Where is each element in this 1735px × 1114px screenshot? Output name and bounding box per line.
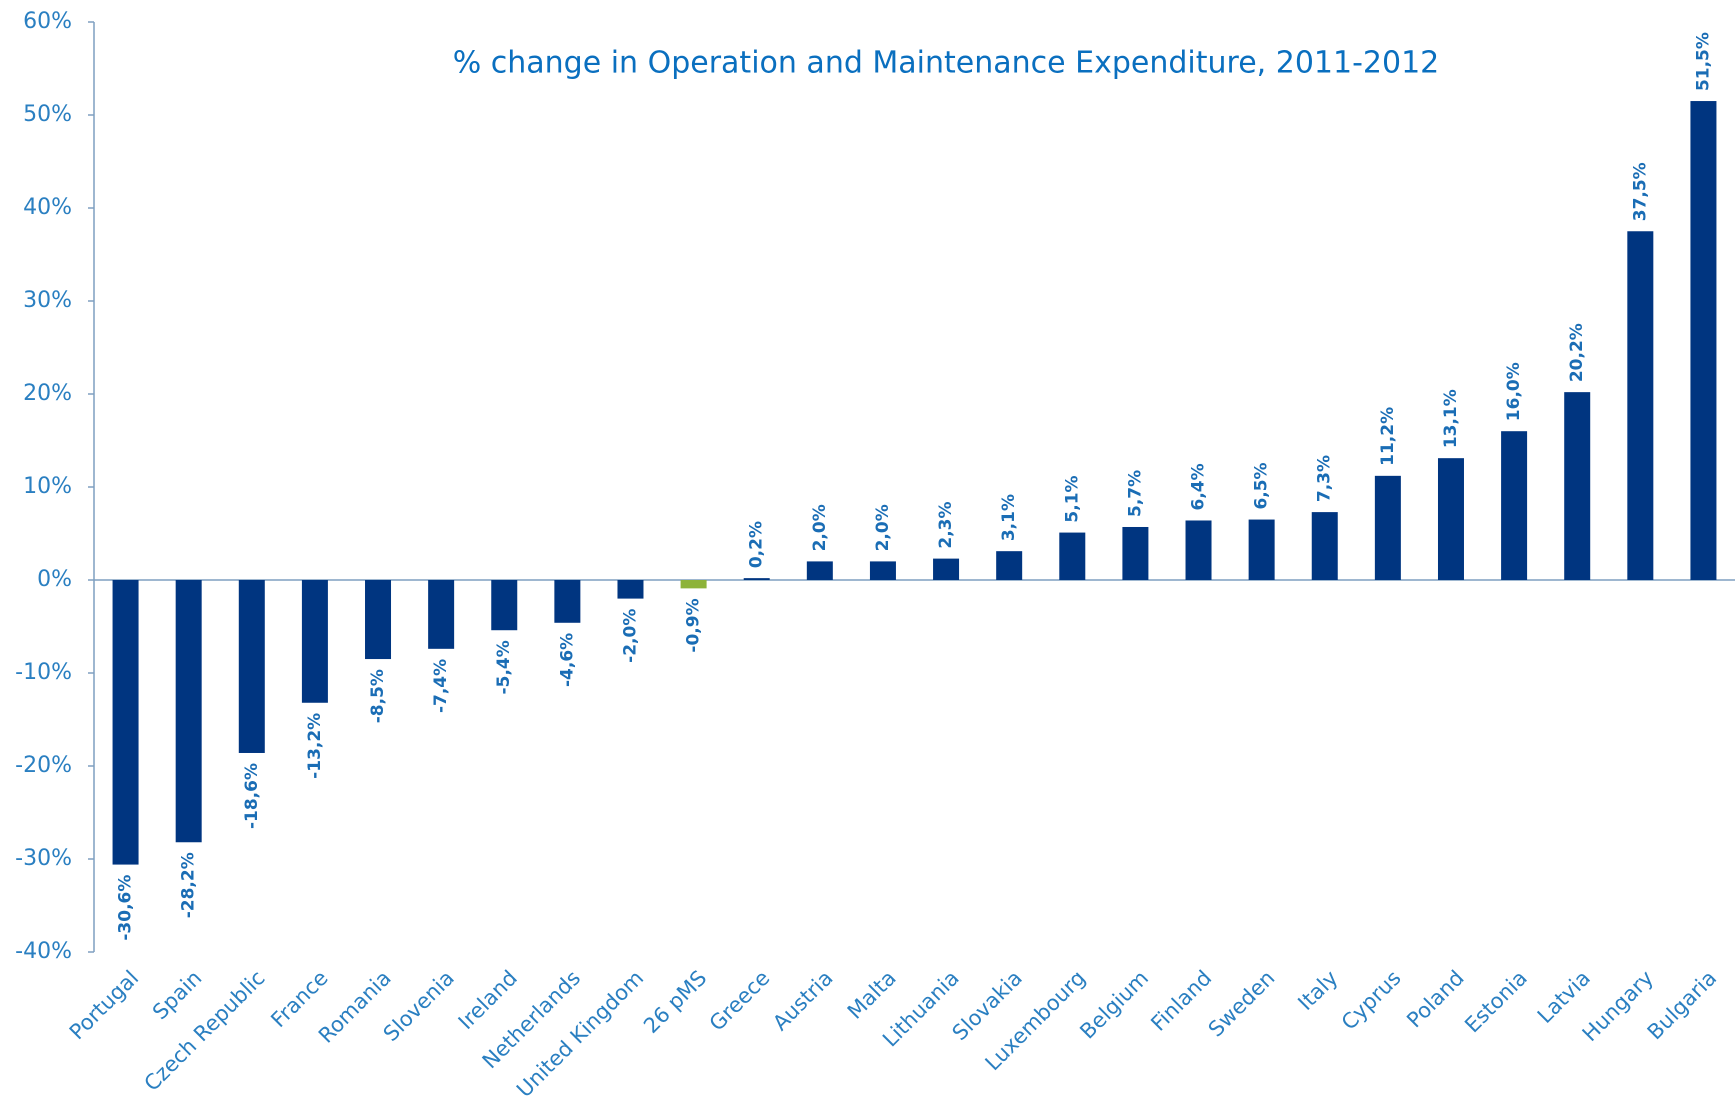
x-tick-label: Cyprus bbox=[1337, 966, 1406, 1035]
bar bbox=[365, 580, 392, 660]
x-tick-label: Italy bbox=[1293, 966, 1342, 1015]
bar bbox=[743, 578, 770, 580]
bar bbox=[238, 580, 265, 753]
bar bbox=[301, 580, 328, 703]
bar bbox=[1311, 512, 1338, 580]
value-label: 2,0% bbox=[810, 504, 830, 551]
x-tick-label: Latvia bbox=[1533, 966, 1595, 1028]
y-tick-label: 50% bbox=[23, 102, 72, 127]
bar bbox=[175, 580, 202, 843]
bar bbox=[869, 561, 896, 580]
y-tick-label: 20% bbox=[23, 381, 72, 406]
y-tick-label: -40% bbox=[15, 939, 72, 964]
y-tick-label: 10% bbox=[23, 474, 72, 499]
y-tick-label: -30% bbox=[15, 846, 72, 871]
x-tick-label: Spain bbox=[148, 966, 206, 1024]
bar bbox=[1248, 519, 1275, 580]
value-label: -18,6% bbox=[242, 763, 262, 829]
bar bbox=[1501, 431, 1528, 580]
y-tick-label: -20% bbox=[15, 753, 72, 778]
value-label: 2,3% bbox=[936, 501, 956, 548]
value-label: 16,0% bbox=[1504, 362, 1524, 421]
x-tick-label: Belgium bbox=[1075, 966, 1153, 1044]
value-label: 51,5% bbox=[1693, 32, 1713, 91]
value-label: -8,5% bbox=[368, 669, 388, 723]
x-tick-label: Czech Republic bbox=[140, 966, 270, 1096]
value-label: 6,4% bbox=[1189, 463, 1209, 510]
bar bbox=[1122, 526, 1149, 580]
bar bbox=[1059, 532, 1086, 580]
value-label: 5,1% bbox=[1062, 475, 1082, 522]
value-label: -0,9% bbox=[684, 598, 704, 652]
value-label: -4,6% bbox=[557, 633, 577, 687]
bar bbox=[1437, 458, 1464, 580]
value-label: -13,2% bbox=[305, 713, 325, 779]
y-tick-label: 30% bbox=[23, 288, 72, 313]
y-tick-label: -10% bbox=[15, 660, 72, 685]
x-tick-label: Portugal bbox=[65, 966, 143, 1044]
bar bbox=[617, 580, 644, 599]
value-label: 7,3% bbox=[1315, 455, 1335, 502]
bar bbox=[428, 580, 455, 649]
value-label: 13,1% bbox=[1441, 389, 1461, 448]
value-label: -7,4% bbox=[431, 659, 451, 713]
bar bbox=[933, 558, 960, 580]
x-tick-label: Bulgaria bbox=[1643, 966, 1722, 1045]
value-label: -28,2% bbox=[179, 852, 199, 918]
x-tick-label: Estonia bbox=[1460, 966, 1532, 1038]
y-tick-label: 60% bbox=[23, 9, 72, 34]
chart-title: % change in Operation and Maintenance Ex… bbox=[453, 46, 1440, 81]
y-tick-label: 40% bbox=[23, 195, 72, 220]
bar bbox=[112, 580, 139, 865]
bar bbox=[491, 580, 518, 631]
bar bbox=[1627, 231, 1654, 580]
bar bbox=[554, 580, 581, 623]
value-label: 5,7% bbox=[1125, 470, 1145, 517]
bar bbox=[806, 561, 833, 580]
bar bbox=[1374, 475, 1401, 580]
value-label: 6,5% bbox=[1252, 462, 1272, 509]
x-tick-label: Greece bbox=[705, 966, 775, 1036]
value-label: 3,1% bbox=[999, 494, 1019, 541]
bar bbox=[1564, 392, 1591, 580]
x-tick-label: Austria bbox=[768, 966, 837, 1035]
value-label: 0,2% bbox=[747, 521, 767, 568]
value-label: -5,4% bbox=[494, 640, 514, 694]
value-label: -2,0% bbox=[620, 609, 640, 663]
value-label: 2,0% bbox=[873, 504, 893, 551]
y-tick-label: 0% bbox=[37, 567, 72, 592]
bar bbox=[996, 551, 1023, 580]
bar bbox=[680, 580, 707, 589]
x-tick-label: Malta bbox=[843, 966, 901, 1024]
value-label: 20,2% bbox=[1567, 323, 1587, 382]
value-label: -30,6% bbox=[116, 875, 136, 941]
bar bbox=[1185, 520, 1212, 580]
bar bbox=[1690, 101, 1717, 581]
value-label: 37,5% bbox=[1630, 162, 1650, 221]
x-tick-label: 26 pMS bbox=[639, 966, 711, 1038]
value-label: 11,2% bbox=[1378, 407, 1398, 466]
x-tick-label: Poland bbox=[1402, 966, 1469, 1033]
x-tick-label: Sweden bbox=[1204, 966, 1280, 1042]
